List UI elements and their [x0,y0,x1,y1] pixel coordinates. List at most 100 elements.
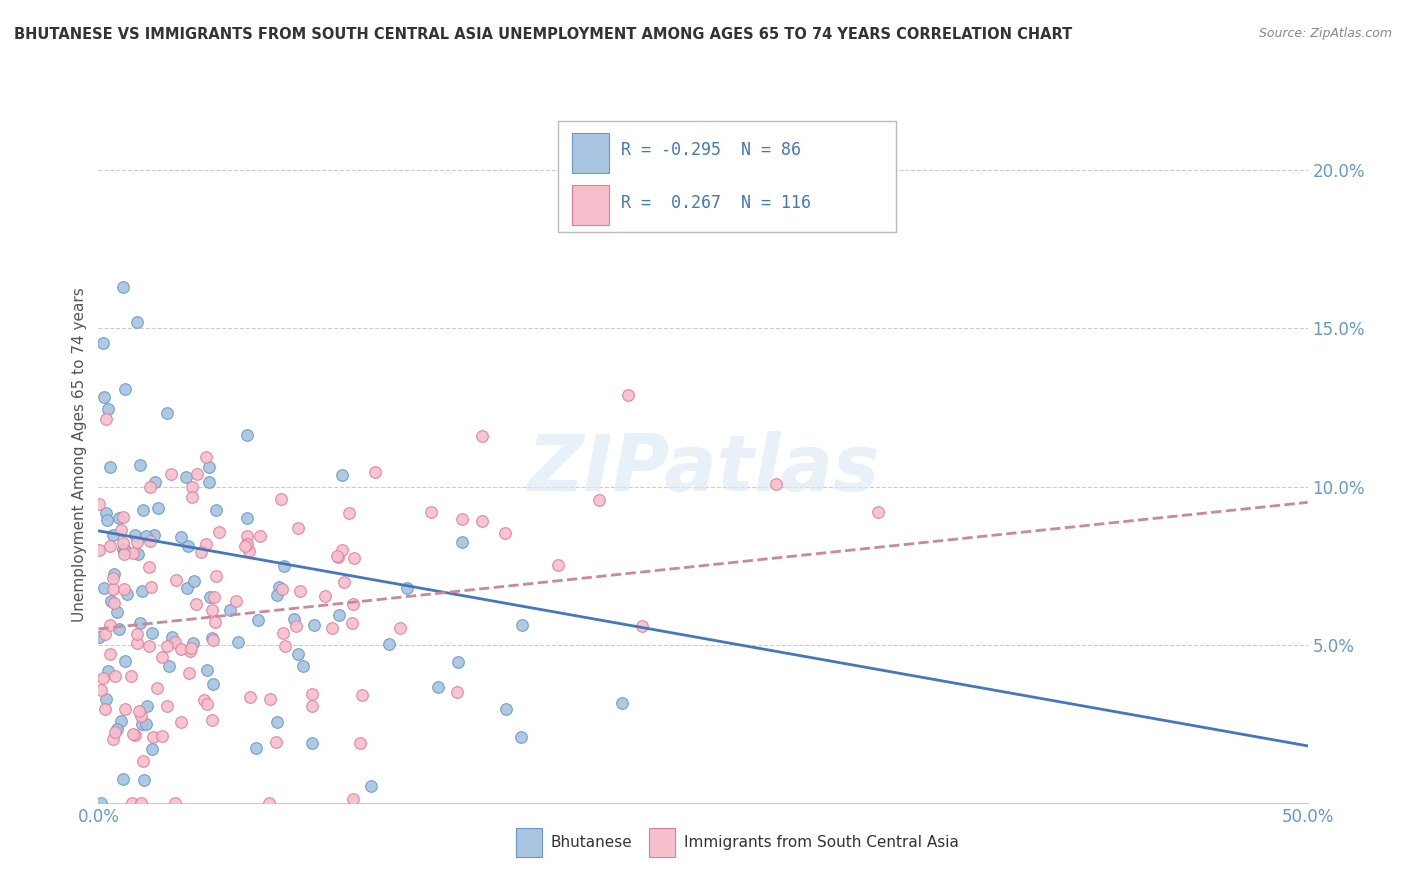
Point [218,602,240,616]
Point [180,641,202,656]
Point [160,467,183,482]
Point [98,617,121,632]
Point [447,655,470,669]
Point [96,692,118,706]
Point [177,539,200,553]
Point [89,497,111,511]
Point [273,558,295,573]
Point [270,491,292,506]
Point [193,693,215,707]
Point [117,587,139,601]
Point [201,677,224,691]
Point [143,475,166,489]
Point [426,680,449,694]
Point [236,537,259,551]
Point [204,615,226,629]
Point [131,796,153,810]
Point [198,475,221,489]
Point [225,594,247,608]
Point [170,714,193,729]
Point [174,470,197,484]
Point [287,647,309,661]
Point [226,635,249,649]
Point [471,514,494,528]
Text: Bhutanese: Bhutanese [551,835,633,850]
Point [181,635,204,649]
Point [111,772,134,787]
Point [494,526,516,541]
Point [87,630,110,644]
Point [139,580,162,594]
Point [547,558,569,573]
Point [100,594,122,608]
Point [136,698,159,713]
Point [388,621,411,635]
Point [91,335,114,350]
Point [138,639,160,653]
Point [333,574,356,589]
Point [238,543,260,558]
Point [112,280,135,294]
Point [451,511,474,525]
Point [328,608,350,623]
Point [146,681,169,695]
Point [266,714,288,729]
Point [471,429,494,443]
Point [131,584,153,599]
Point [360,779,382,793]
Point [616,387,638,401]
Point [266,588,288,602]
Point [340,615,363,630]
Text: BHUTANESE VS IMMIGRANTS FROM SOUTH CENTRAL ASIA UNEMPLOYMENT AMONG AGES 65 TO 74: BHUTANESE VS IMMIGRANTS FROM SOUTH CENTR… [14,27,1073,42]
Point [326,549,349,564]
Point [197,459,219,474]
Point [249,529,271,543]
Point [110,714,132,728]
Text: R = -0.295  N = 86: R = -0.295 N = 86 [621,141,801,159]
Point [165,635,187,649]
Point [103,566,125,581]
Point [205,502,228,516]
Point [94,411,117,425]
Point [208,525,231,540]
Point [495,702,517,716]
Point [342,597,364,611]
Point [176,581,198,595]
Point [132,502,155,516]
Point [314,589,336,603]
Point [180,490,202,504]
FancyBboxPatch shape [516,828,543,857]
Point [139,533,162,548]
Point [103,595,125,609]
Point [179,665,201,680]
Point [273,625,295,640]
Point [588,493,610,508]
Point [108,511,131,525]
Point [202,633,225,648]
Point [195,663,218,677]
Point [612,696,634,710]
Point [195,697,218,711]
Point [101,582,124,597]
Point [101,731,124,746]
Point [156,406,179,420]
Point [103,571,125,585]
Point [330,543,353,558]
Point [156,639,179,653]
Point [131,716,153,731]
Point [124,528,146,542]
Point [97,664,120,678]
Point [765,476,787,491]
Point [150,650,173,665]
Point [96,513,118,527]
Point [235,529,257,543]
Point [108,622,131,636]
Point [337,507,360,521]
Point [146,501,169,516]
Point [141,741,163,756]
Point [114,382,136,396]
Point [114,702,136,716]
Text: Source: ZipAtlas.com: Source: ZipAtlas.com [1258,27,1392,40]
Point [132,754,155,768]
Point [179,644,201,658]
